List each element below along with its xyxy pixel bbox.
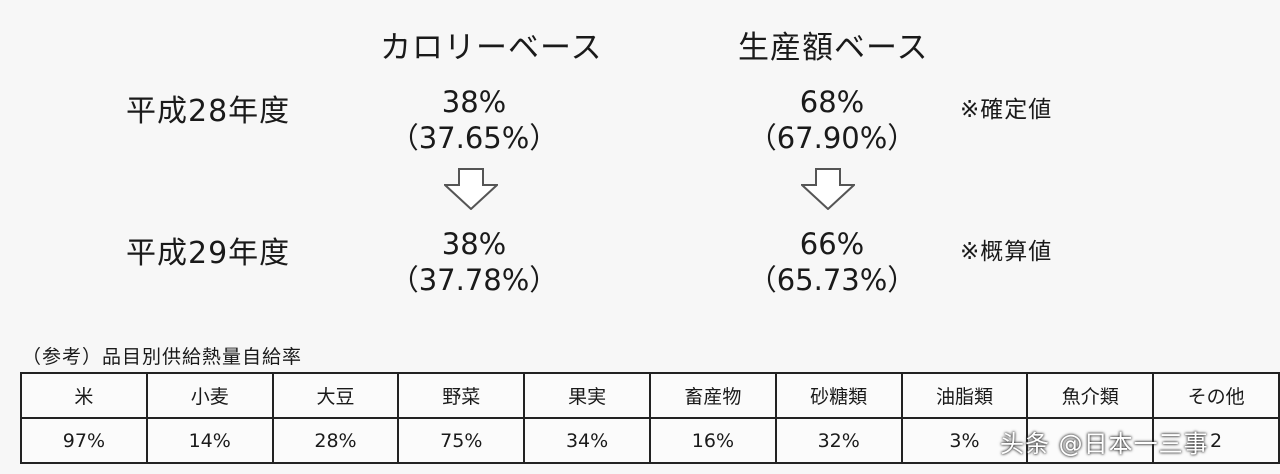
calorie-main-h29: 38% <box>441 227 507 261</box>
table-value-cell: 34% <box>523 417 651 464</box>
reference-title: （参考）品目別供給熱量自給率 <box>22 346 303 368</box>
calorie-detail-h29: （37.78%） <box>389 263 559 297</box>
calorie-detail-h28: （37.65%） <box>389 121 559 155</box>
table-value-cell: 75% <box>397 417 526 464</box>
column-header-calorie: カロリーベース <box>380 30 603 66</box>
table-value-cell: 2 <box>1152 417 1280 464</box>
table-value-cell <box>1026 417 1155 464</box>
table-header-cell: 畜産物 <box>648 372 777 419</box>
self-sufficiency-table: 米 小麦 大豆 野菜 果実 畜産物 砂糖類 油脂類 魚介類 その他 97% 14… <box>20 372 1280 464</box>
table-header-row: 米 小麦 大豆 野菜 果実 畜産物 砂糖類 油脂類 魚介類 その他 <box>20 372 1280 419</box>
production-value-h28: 68% （67.90%） <box>712 84 952 156</box>
column-header-production: 生産額ベース <box>738 30 929 66</box>
table-header-cell: 油脂類 <box>900 372 1029 419</box>
note-estimated: ※概算値 <box>960 239 1053 265</box>
table-header-cell: その他 <box>1152 372 1280 419</box>
production-value-h29: 66% （65.73%） <box>712 226 952 298</box>
calorie-value-h28: 38% （37.65%） <box>354 84 594 156</box>
down-arrow-icon <box>801 168 855 210</box>
year-label-h28: 平成28年度 <box>126 94 291 129</box>
table-value-cell: 97% <box>20 417 148 464</box>
table-value-cell: 28% <box>271 417 400 464</box>
table-header-cell: 魚介類 <box>1026 372 1155 419</box>
table-header-cell: 大豆 <box>271 372 400 419</box>
table-header-cell: 米 <box>20 372 148 419</box>
production-detail-h29: （65.73%） <box>747 263 917 297</box>
table-header-cell: 小麦 <box>145 372 274 419</box>
table-header-cell: 野菜 <box>397 372 526 419</box>
table-row: 97% 14% 28% 75% 34% 16% 32% 3% 2 <box>20 417 1280 464</box>
watermark: 头条 @日本一三事 <box>1000 430 1209 458</box>
year-label-h29: 平成29年度 <box>126 236 291 271</box>
calorie-value-h29: 38% （37.78%） <box>354 226 594 298</box>
production-detail-h28: （67.90%） <box>747 121 917 155</box>
production-main-h29: 66% <box>799 227 865 261</box>
table-value-cell: 14% <box>145 417 274 464</box>
table-value-cell: 32% <box>774 417 903 464</box>
production-main-h28: 68% <box>799 85 865 119</box>
table-value-cell: 3% <box>900 417 1029 464</box>
table-header-cell: 果実 <box>523 372 651 419</box>
calorie-main-h28: 38% <box>441 85 507 119</box>
table-value-cell: 16% <box>648 417 777 464</box>
table-header-cell: 砂糖類 <box>774 372 903 419</box>
down-arrow-icon <box>444 168 498 210</box>
note-confirmed: ※確定値 <box>960 97 1053 123</box>
